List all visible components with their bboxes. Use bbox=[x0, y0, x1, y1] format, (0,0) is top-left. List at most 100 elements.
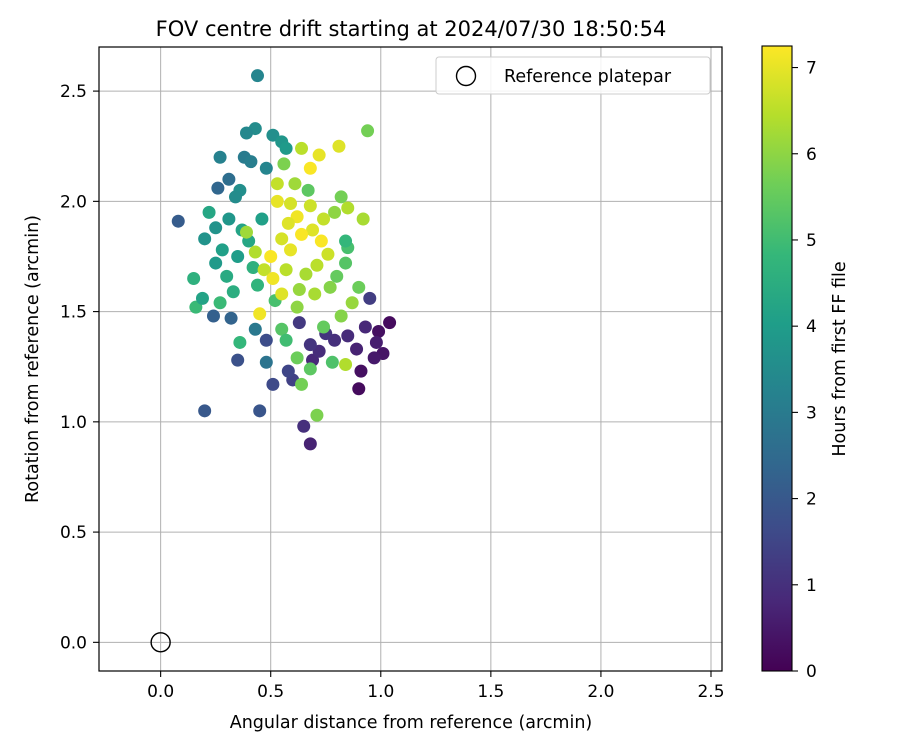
scatter-point bbox=[295, 141, 309, 155]
colorbar-tick-label: 4 bbox=[806, 317, 817, 337]
plot-frame bbox=[98, 46, 723, 672]
scatter-point bbox=[209, 221, 223, 235]
scatter-point bbox=[244, 155, 258, 169]
scatter-point bbox=[372, 324, 386, 338]
scatter-point bbox=[275, 322, 289, 336]
scatter-point bbox=[259, 333, 273, 347]
scatter-point bbox=[292, 316, 306, 330]
scatter-point bbox=[277, 157, 291, 171]
scatter-point bbox=[312, 148, 326, 162]
scatter-point bbox=[284, 197, 298, 211]
scatter-point bbox=[339, 358, 353, 372]
scatter-point bbox=[253, 307, 267, 321]
scatter-point bbox=[222, 172, 236, 186]
scatter-point bbox=[369, 335, 383, 349]
scatter-point bbox=[339, 234, 353, 248]
scatter-point bbox=[253, 404, 267, 418]
scatter-point bbox=[259, 355, 273, 369]
scatter-point bbox=[255, 212, 269, 226]
scatter-point bbox=[215, 243, 229, 257]
scatter-point bbox=[279, 333, 293, 347]
x-tick-label: 1.5 bbox=[477, 682, 504, 702]
scatter-point bbox=[264, 249, 278, 263]
scatter-point bbox=[297, 419, 311, 433]
colorbar-ticks: 0 1 2 3 4 5 6 7 bbox=[792, 59, 817, 682]
scatter-point bbox=[270, 177, 284, 191]
x-axis-ticks: 0.0 0.5 1.0 1.5 2.0 2.5 bbox=[147, 671, 725, 702]
colorbar-tick-label: 1 bbox=[806, 576, 817, 596]
scatter-point bbox=[213, 150, 227, 164]
scatter-point bbox=[284, 243, 298, 257]
scatter-point bbox=[321, 247, 335, 261]
scatter-point bbox=[224, 311, 238, 325]
scatter-point bbox=[290, 351, 304, 365]
legend-box bbox=[435, 56, 711, 95]
y-axis-ticks: 0.0 0.5 1.0 1.5 2.0 2.5 bbox=[60, 82, 99, 653]
x-tick-label: 2.0 bbox=[587, 682, 614, 702]
y-tick-label: 2.5 bbox=[60, 82, 87, 102]
scatter-point bbox=[314, 234, 328, 248]
scatter-point bbox=[206, 309, 220, 323]
scatter-point bbox=[209, 256, 223, 270]
scatter-point bbox=[251, 69, 265, 83]
scatter-point bbox=[330, 269, 344, 283]
scatter-point bbox=[350, 342, 364, 356]
scatter-point bbox=[303, 199, 317, 213]
scatter-point bbox=[246, 260, 260, 274]
y-tick-label: 1.5 bbox=[60, 303, 87, 323]
scatter-point bbox=[198, 232, 212, 246]
scatter-point bbox=[281, 216, 295, 230]
colorbar-tick-label: 2 bbox=[806, 490, 817, 510]
scatter-point bbox=[239, 225, 253, 239]
y-tick-label: 1.0 bbox=[60, 413, 87, 433]
x-axis-label: Angular distance from reference (arcmin) bbox=[230, 713, 593, 733]
reference-marker bbox=[150, 632, 171, 653]
scatter-point bbox=[275, 232, 289, 246]
scatter-point bbox=[383, 316, 397, 330]
scatter-point bbox=[266, 272, 280, 286]
scatter-point bbox=[341, 329, 355, 343]
scatter-point bbox=[195, 291, 209, 305]
scatter-point bbox=[325, 355, 339, 369]
y-axis-label: Rotation from reference (arcmin) bbox=[23, 215, 43, 503]
y-tick-label: 0.5 bbox=[60, 523, 87, 543]
y-tick-label: 2.0 bbox=[60, 192, 87, 212]
scatter-point bbox=[220, 269, 234, 283]
x-tick-label: 0.0 bbox=[147, 682, 174, 702]
scatter-point bbox=[310, 258, 324, 272]
scatter-point bbox=[239, 126, 253, 140]
scatter-point bbox=[308, 287, 322, 301]
colorbar-tick-label: 0 bbox=[806, 662, 817, 682]
x-tick-label: 0.5 bbox=[257, 682, 284, 702]
scatter-point bbox=[275, 287, 289, 301]
scatter-point bbox=[334, 309, 348, 323]
scatter-point bbox=[231, 249, 245, 263]
scatter-point bbox=[301, 183, 315, 197]
scatter-point bbox=[328, 205, 342, 219]
scatter-point bbox=[213, 296, 227, 310]
scatter-point bbox=[299, 267, 313, 281]
scatter-point bbox=[292, 283, 306, 297]
scatter-point bbox=[356, 212, 370, 226]
scatter-point bbox=[317, 212, 331, 226]
colorbar-tick-label: 5 bbox=[806, 231, 817, 251]
scatter-point bbox=[233, 335, 247, 349]
scatter-point bbox=[228, 190, 242, 204]
scatter-point bbox=[202, 205, 216, 219]
scatter-point bbox=[226, 285, 240, 299]
scatter-point bbox=[334, 190, 348, 204]
scatter-point bbox=[345, 296, 359, 310]
scatter-point bbox=[187, 272, 201, 286]
scatter-point bbox=[222, 212, 236, 226]
scatter-point bbox=[341, 201, 355, 215]
scatter-point bbox=[339, 256, 353, 270]
colorbar-label: Hours from first FF file bbox=[830, 261, 850, 456]
scatter-point bbox=[290, 300, 304, 314]
scatter-point bbox=[323, 280, 337, 294]
scatter-point bbox=[189, 300, 203, 314]
colorbar-tick-label: 7 bbox=[806, 59, 817, 79]
scatter-point bbox=[358, 320, 372, 334]
scatter-point bbox=[266, 377, 280, 391]
scatter-point bbox=[288, 177, 302, 191]
